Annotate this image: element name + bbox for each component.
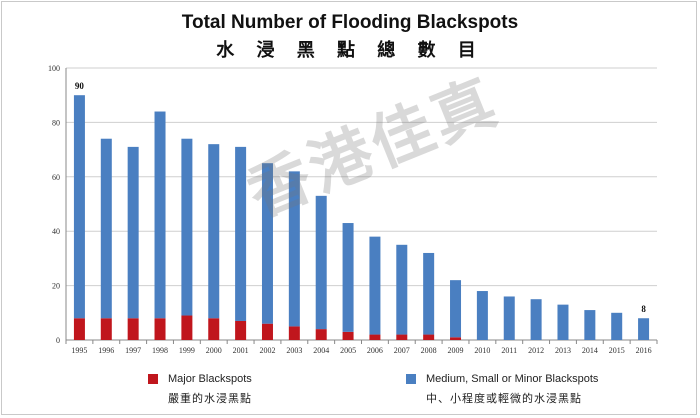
bar-minor xyxy=(638,318,650,340)
x-tick-label: 2007 xyxy=(394,346,410,355)
bar-major xyxy=(342,331,354,340)
x-tick-label: 2005 xyxy=(340,346,356,355)
bar-major xyxy=(73,318,85,340)
x-tick-label: 1996 xyxy=(98,346,114,355)
y-tick-label: 20 xyxy=(52,282,60,291)
data-label: 90 xyxy=(75,81,85,91)
bar-minor xyxy=(450,280,462,338)
legend-item-major: Major Blackspots xyxy=(148,373,252,385)
x-tick-label: 2016 xyxy=(636,346,652,355)
x-tick-label: 2002 xyxy=(259,346,275,355)
bar-minor xyxy=(235,146,247,321)
bar-minor xyxy=(181,138,193,316)
x-tick-label: 2008 xyxy=(421,346,437,355)
x-tick-label: 1999 xyxy=(179,346,195,355)
bar-major xyxy=(127,318,139,340)
bar-major xyxy=(154,318,166,340)
y-tick-label: 0 xyxy=(56,336,60,345)
legend-swatch-minor xyxy=(406,374,416,384)
bar-major xyxy=(288,326,300,340)
legend-item-minor: Medium, Small or Minor Blackspots xyxy=(406,373,598,385)
x-tick-label: 2004 xyxy=(313,346,329,355)
legend-label-major: Major Blackspots xyxy=(168,373,252,385)
bar-minor xyxy=(423,252,435,335)
bar-major xyxy=(369,334,381,340)
data-label: 8 xyxy=(641,304,646,314)
bar-minor xyxy=(611,312,623,340)
chart-title: Total Number of Flooding Blackspots xyxy=(181,12,519,33)
bar-minor xyxy=(73,95,85,319)
x-tick-label: 2013 xyxy=(555,346,571,355)
bar-minor xyxy=(584,310,596,340)
bar-minor xyxy=(557,304,569,340)
x-tick-label: 2000 xyxy=(206,346,222,355)
x-tick-label: 2010 xyxy=(474,346,490,355)
bar-minor xyxy=(261,163,273,324)
y-tick-label: 80 xyxy=(52,118,60,127)
bar-major xyxy=(208,318,220,340)
y-tick-label: 40 xyxy=(52,227,60,236)
bar-minor xyxy=(396,244,408,335)
x-tick-label: 2009 xyxy=(448,346,464,355)
chart-subtitle: 水 浸 黑 點 總 數 目 xyxy=(216,40,484,61)
x-tick-label: 2011 xyxy=(501,346,517,355)
bar-major xyxy=(315,329,327,340)
x-tick-label: 1998 xyxy=(152,346,168,355)
legend-label-minor: Medium, Small or Minor Blackspots xyxy=(426,373,599,385)
bar-minor xyxy=(100,138,112,319)
x-tick-label: 2006 xyxy=(367,346,383,355)
bar-minor xyxy=(503,296,515,340)
bar-major xyxy=(450,337,462,340)
legend-label-major-zh: 嚴重的水浸黑點 xyxy=(168,392,252,405)
legend-swatch-major xyxy=(148,374,158,384)
bar-minor xyxy=(288,171,300,327)
x-tick-label: 1997 xyxy=(125,346,141,355)
x-tick-label: 2001 xyxy=(233,346,249,355)
bar-major xyxy=(100,318,112,340)
bar-minor xyxy=(208,144,220,319)
bar-major xyxy=(261,323,273,340)
bar-minor xyxy=(154,111,166,319)
bar-minor xyxy=(342,223,354,332)
x-tick-label: 2014 xyxy=(582,346,598,355)
bar-major xyxy=(396,334,408,340)
bar-major xyxy=(235,320,247,340)
bar-major xyxy=(423,334,435,340)
bar-minor xyxy=(369,236,381,335)
y-tick-label: 60 xyxy=(52,173,60,182)
bar-minor xyxy=(530,299,542,340)
x-tick-label: 2012 xyxy=(528,346,544,355)
bar-minor xyxy=(476,291,488,340)
x-tick-label: 1995 xyxy=(71,346,87,355)
bar-major xyxy=(181,315,193,340)
x-tick-label: 2015 xyxy=(609,346,625,355)
bar-minor xyxy=(127,146,139,319)
y-tick-label: 100 xyxy=(48,64,60,73)
bar-minor xyxy=(315,195,327,330)
x-tick-label: 2003 xyxy=(286,346,302,355)
legend-label-minor-zh: 中、小程度或輕微的水浸黑點 xyxy=(426,392,582,405)
